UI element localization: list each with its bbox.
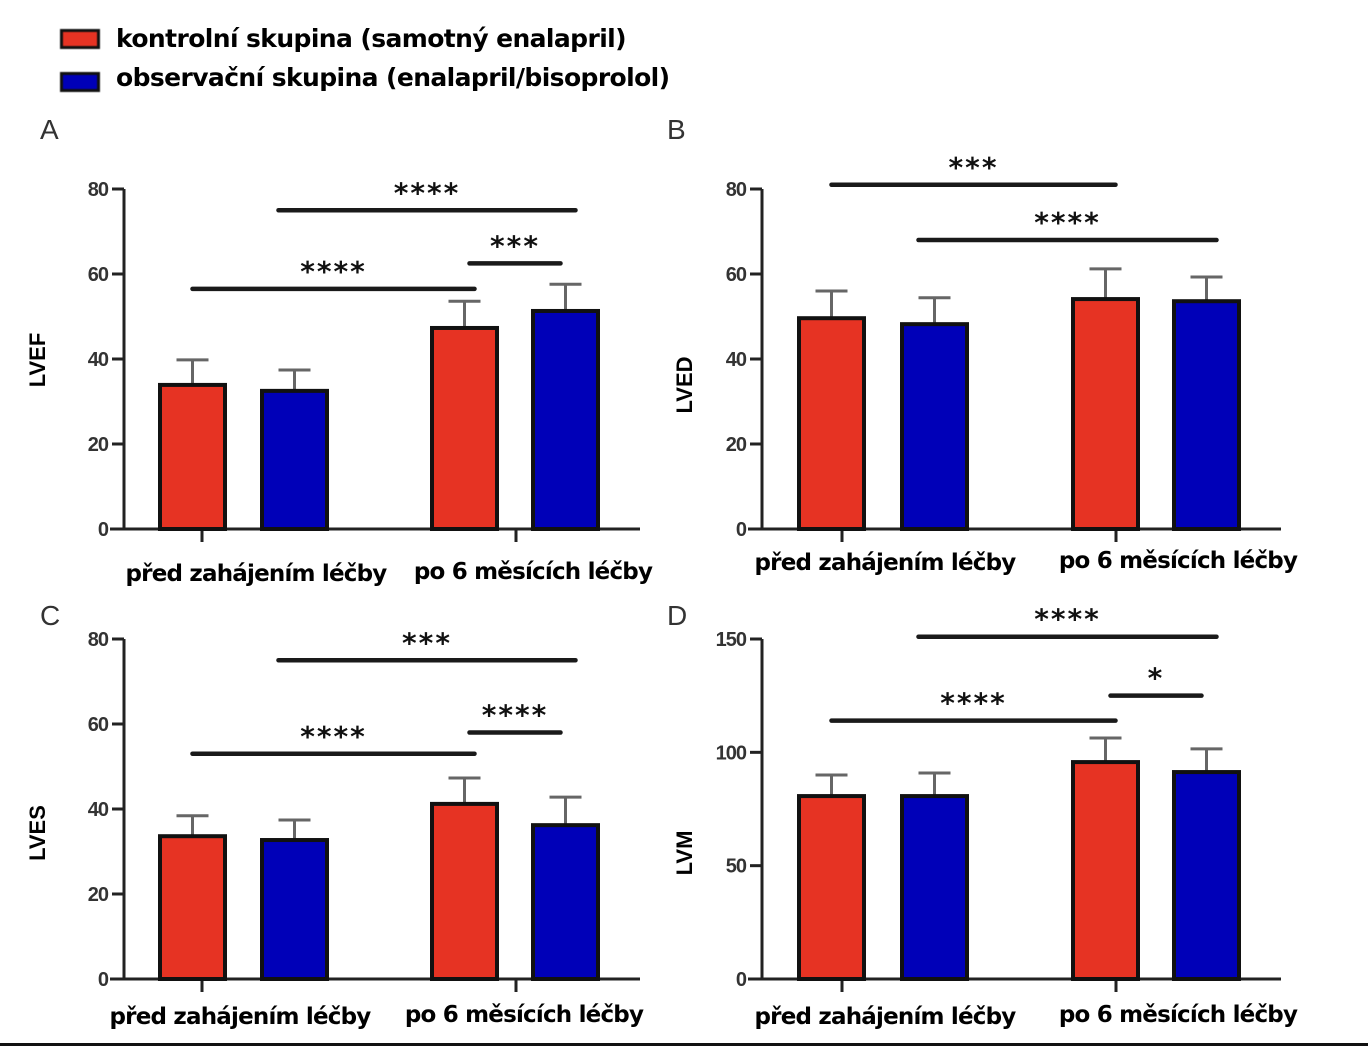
panel-c-significance-label: ****	[300, 720, 367, 753]
panel-a-ytick-label: 60	[88, 264, 109, 286]
panel-b-ytick-label: 60	[726, 264, 747, 286]
panel-b-ytick-label: 80	[726, 179, 747, 201]
legend-swatch-observation	[60, 72, 100, 92]
legend-swatch-control	[60, 28, 100, 49]
panel-d-ytick-label: 100	[716, 742, 747, 764]
panel-c-bar-observation	[260, 838, 329, 982]
panel-a-category-label: před zahájením léčby	[126, 561, 388, 587]
panel-c-category-label: před zahájením léčby	[110, 1004, 372, 1030]
panel-a-significance-label: ***	[490, 229, 540, 262]
panel-a-ytick-label: 80	[88, 179, 109, 201]
panel-d-bar-control	[797, 794, 866, 982]
panel-letter-a: A	[40, 114, 59, 145]
panel-c-bar-observation	[531, 823, 600, 982]
legend-item-control: kontrolní skupina (samotný enalapril)	[60, 24, 627, 53]
panel-d-bar-observation	[1172, 770, 1241, 982]
panel-c-bar-control	[430, 801, 499, 982]
panel-d-bar-observation	[900, 794, 969, 982]
panel-a-bar-control	[158, 382, 227, 531]
panel-a-y-axis-label: LVEF	[25, 333, 50, 388]
panel-b-bar-control	[797, 316, 866, 532]
panel-d-ytick-label: 50	[726, 856, 747, 878]
panel-a-bar-control	[430, 325, 499, 531]
panel-b-bar-observation	[900, 322, 969, 531]
panel-b-ytick-label: 0	[736, 519, 747, 541]
panel-d-significance-label: *	[1148, 662, 1165, 695]
legend-item-observation: observační skupina (enalapril/bisoprolol…	[60, 62, 670, 92]
panel-b-category-label: před zahájením léčby	[755, 550, 1017, 576]
panel-a-ytick-label: 0	[98, 519, 109, 541]
panel-b-significance-label: ****	[1034, 206, 1101, 239]
panel-c-bar-control	[158, 834, 227, 982]
panel-d-ytick-label: 0	[736, 969, 747, 991]
panel-c-ytick-label: 80	[88, 629, 109, 651]
legend-label-observation: observační skupina (enalapril/bisoprolol…	[116, 62, 670, 92]
panel-c-ytick-label: 40	[88, 799, 109, 821]
panel-c-significance-label: ***	[402, 626, 452, 659]
panel-c-ytick-label: 60	[88, 714, 109, 736]
panel-letter-b: B	[667, 114, 686, 145]
panel-c-ytick-label: 0	[98, 969, 109, 991]
panel-d-significance-label: ****	[940, 687, 1007, 720]
panel-d-y-axis-label: LVM	[672, 831, 697, 876]
panel-letter-c: C	[40, 600, 61, 631]
panel-c-category-label: po 6 měsících léčby	[405, 1002, 644, 1028]
panel-c-ytick-label: 20	[88, 884, 109, 906]
panel-c-significance-label: ****	[482, 699, 549, 732]
panel-a-significance-label: ****	[394, 176, 461, 209]
panel-b-significance-label: ***	[949, 151, 999, 184]
panel-a-ytick-label: 40	[88, 349, 109, 371]
panel-c-y-axis-label: LVES	[25, 805, 50, 861]
panel-b-ytick-label: 40	[726, 349, 747, 371]
legend-label-control: kontrolní skupina (samotný enalapril)	[116, 24, 627, 53]
panel-b-category-label: po 6 měsících léčby	[1059, 548, 1298, 574]
panel-a-ytick-label: 20	[88, 434, 109, 456]
panel-d-significance-label: ****	[1034, 603, 1101, 636]
panel-d-bar-control	[1071, 760, 1140, 982]
panel-a-bar-observation	[531, 308, 600, 531]
panel-b-y-axis-label: LVED	[672, 356, 697, 413]
panel-d-category-label: před zahájením léčby	[755, 1004, 1017, 1030]
panel-d-category-label: po 6 měsících léčby	[1059, 1002, 1298, 1028]
panel-a-significance-label: ****	[300, 255, 367, 288]
panel-b-ytick-label: 20	[726, 434, 747, 456]
panel-letter-d: D	[667, 600, 688, 631]
panel-d-ytick-label: 150	[716, 629, 747, 651]
panel-b-bar-observation	[1172, 299, 1241, 532]
panel-b-bar-control	[1071, 297, 1140, 532]
bottom-divider	[0, 1043, 1368, 1046]
panel-a-category-label: po 6 měsících léčby	[414, 559, 653, 585]
panel-a-bar-observation	[260, 388, 329, 531]
